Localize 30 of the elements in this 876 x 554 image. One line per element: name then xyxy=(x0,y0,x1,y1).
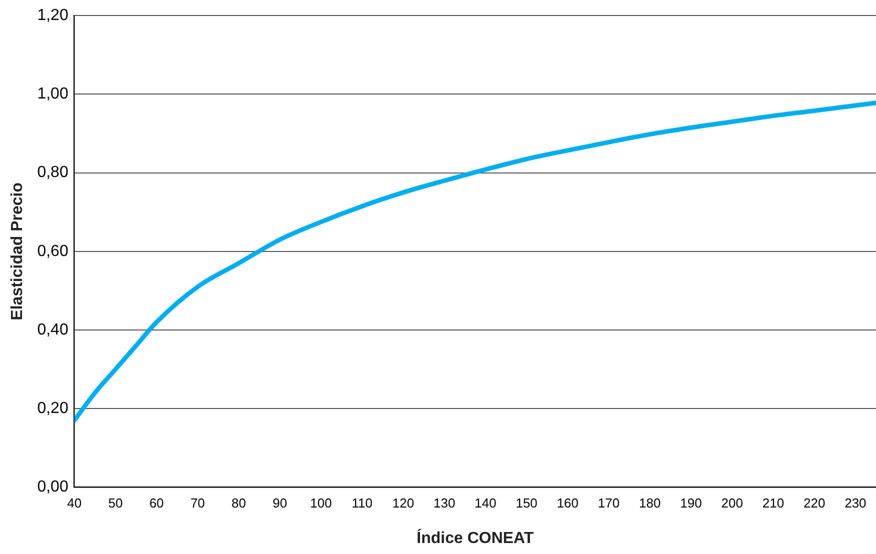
x-tick-label: 80 xyxy=(232,496,246,511)
x-tick-label: 120 xyxy=(392,496,414,511)
x-tick-label: 200 xyxy=(721,496,743,511)
x-tick-label: 220 xyxy=(803,496,826,511)
x-tick-label: 190 xyxy=(680,496,702,511)
x-tick-label: 160 xyxy=(556,496,579,511)
x-tick-label: 150 xyxy=(516,496,538,511)
x-axis-title: Índice CONEAT xyxy=(416,528,534,547)
x-tick-label: 180 xyxy=(639,496,661,511)
x-tick-label: 50 xyxy=(108,496,123,511)
y-tick-label: 1,00 xyxy=(37,86,68,103)
x-tick-label: 230 xyxy=(844,496,866,511)
y-axis-title: Elasticidad Precio xyxy=(9,182,26,320)
x-tick-label: 60 xyxy=(149,496,164,511)
x-tick-label: 90 xyxy=(272,496,288,511)
y-tick-label: 0,20 xyxy=(37,400,68,418)
y-tick-label: 0,80 xyxy=(37,164,68,182)
x-tick-label: 130 xyxy=(433,496,456,511)
x-tick-label: 100 xyxy=(310,496,332,511)
x-tick-label: 70 xyxy=(190,496,205,511)
y-tick-label: 1,20 xyxy=(37,7,68,24)
x-tick-label: 140 xyxy=(474,496,496,511)
line-series xyxy=(74,100,876,423)
x-tick-label: 40 xyxy=(67,496,82,511)
x-tick-label: 170 xyxy=(598,496,620,511)
y-tick-label: 0,40 xyxy=(37,321,68,338)
x-tick-label: 210 xyxy=(762,496,784,511)
y-tick-label: 0,00 xyxy=(37,478,68,496)
x-tick-label: 110 xyxy=(352,496,372,511)
y-tick-label: 0,60 xyxy=(37,242,68,260)
